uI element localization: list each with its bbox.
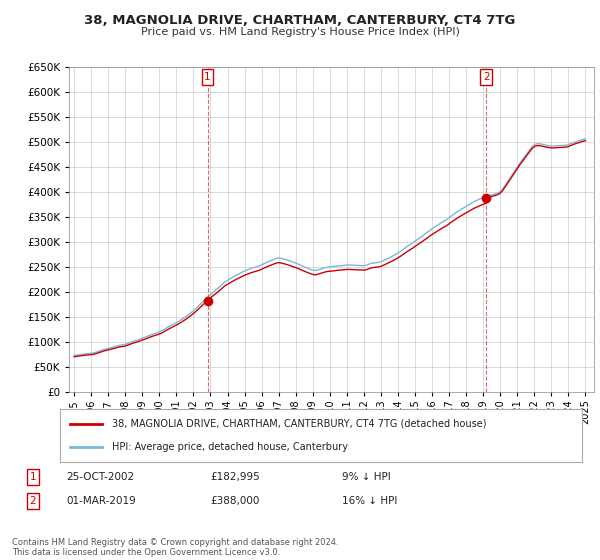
Text: 2: 2 <box>483 72 490 82</box>
Text: Price paid vs. HM Land Registry's House Price Index (HPI): Price paid vs. HM Land Registry's House … <box>140 27 460 37</box>
Text: Contains HM Land Registry data © Crown copyright and database right 2024.
This d: Contains HM Land Registry data © Crown c… <box>12 538 338 557</box>
Text: 38, MAGNOLIA DRIVE, CHARTHAM, CANTERBURY, CT4 7TG (detached house): 38, MAGNOLIA DRIVE, CHARTHAM, CANTERBURY… <box>112 419 487 429</box>
Text: 25-OCT-2002: 25-OCT-2002 <box>66 472 134 482</box>
Text: £388,000: £388,000 <box>210 496 259 506</box>
Text: 1: 1 <box>204 72 211 82</box>
Text: HPI: Average price, detached house, Canterbury: HPI: Average price, detached house, Cant… <box>112 442 348 452</box>
Text: 38, MAGNOLIA DRIVE, CHARTHAM, CANTERBURY, CT4 7TG: 38, MAGNOLIA DRIVE, CHARTHAM, CANTERBURY… <box>85 14 515 27</box>
Text: 9% ↓ HPI: 9% ↓ HPI <box>342 472 391 482</box>
Text: 2: 2 <box>29 496 37 506</box>
Text: £182,995: £182,995 <box>210 472 260 482</box>
Text: 01-MAR-2019: 01-MAR-2019 <box>66 496 136 506</box>
Text: 1: 1 <box>29 472 37 482</box>
Text: 16% ↓ HPI: 16% ↓ HPI <box>342 496 397 506</box>
